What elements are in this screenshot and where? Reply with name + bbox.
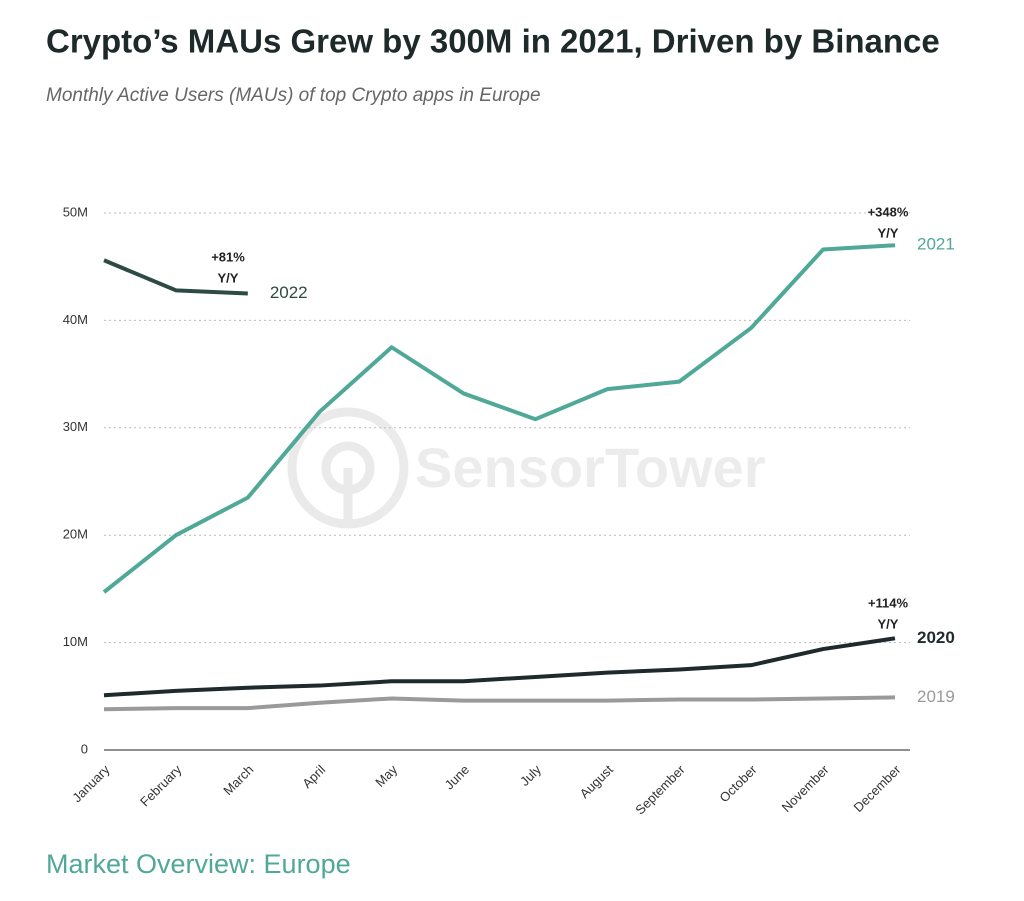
watermark-logo	[287, 407, 409, 529]
annotation: Y/Y	[878, 616, 899, 631]
x-tick-label: March	[220, 762, 256, 798]
y-tick-label: 40M	[63, 312, 88, 327]
x-tick-label: February	[137, 762, 185, 810]
series-line	[103, 695, 896, 712]
chart-title: Crypto’s MAUs Grew by 300M in 2021, Driv…	[46, 23, 940, 60]
series-label: 2020	[917, 628, 955, 647]
x-tick-label: August	[577, 762, 616, 801]
series-label: 2022	[270, 283, 308, 302]
y-tick-label: 50M	[63, 204, 88, 219]
y-tick-label: 0	[81, 741, 88, 756]
x-tick-label: December	[851, 761, 904, 814]
x-tick-label: April	[299, 762, 328, 791]
x-tick-label: July	[517, 762, 544, 789]
series-line	[102, 243, 896, 594]
watermark: SensorTower	[415, 436, 766, 499]
y-tick-label: 20M	[63, 527, 88, 542]
x-tick-label: November	[779, 761, 832, 814]
annotation: Y/Y	[878, 225, 899, 240]
annotation: +114%	[868, 595, 909, 610]
x-tick-label: May	[372, 762, 400, 790]
x-tick-label: June	[442, 762, 473, 793]
series-label: 2021	[917, 235, 955, 254]
series-line	[103, 258, 248, 296]
series-line	[103, 636, 896, 698]
series-label: 2019	[917, 687, 955, 706]
x-tick-label: September	[632, 761, 688, 817]
x-tick-label: October	[716, 761, 760, 805]
footer: Market Overview: Europe	[46, 849, 351, 879]
y-tick-label: 10M	[63, 634, 88, 649]
y-tick-label: 30M	[63, 419, 88, 434]
annotation: Y/Y	[218, 270, 239, 285]
x-tick-label: January	[69, 762, 113, 806]
annotation: +81%	[211, 249, 245, 264]
annotation: +348%	[868, 204, 909, 219]
chart-subtitle: Monthly Active Users (MAUs) of top Crypt…	[46, 85, 541, 106]
